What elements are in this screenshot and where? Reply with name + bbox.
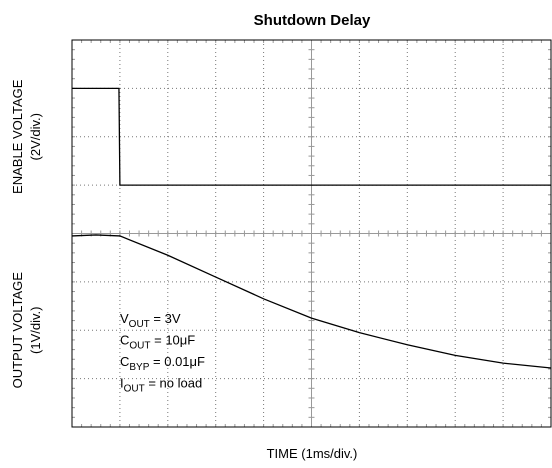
annotation-part: = no load bbox=[145, 376, 202, 391]
y-axis-label: (1V/div.) bbox=[28, 307, 43, 354]
trace bbox=[71, 234, 552, 369]
annotation-part: = 3V bbox=[150, 311, 181, 326]
annotation-part: C bbox=[120, 354, 129, 369]
annotation: CBYP = 0.01μF bbox=[120, 354, 205, 373]
y-axis-label: OUTPUT VOLTAGE bbox=[10, 272, 25, 389]
annotation-part: OUT bbox=[124, 384, 145, 395]
annotation-part: V bbox=[120, 311, 129, 326]
y-axis-label: ENABLE VOLTAGE bbox=[10, 79, 25, 194]
annotation: VOUT = 3V bbox=[120, 311, 181, 330]
annotation: IOUT = no load bbox=[120, 376, 202, 395]
annotation-part: BYP bbox=[129, 362, 149, 373]
x-axis-label: TIME (1ms/div.) bbox=[267, 446, 358, 461]
plot-border bbox=[71, 39, 552, 428]
trace bbox=[72, 87, 551, 186]
annotation-part: OUT bbox=[129, 341, 150, 352]
annotation-part: C bbox=[120, 333, 129, 348]
annotation: COUT = 10μF bbox=[120, 333, 195, 352]
chart-title: Shutdown Delay bbox=[254, 12, 371, 29]
annotation-part: = 0.01μF bbox=[149, 354, 205, 369]
annotation-part: OUT bbox=[129, 319, 150, 330]
annotation-part: I bbox=[120, 376, 124, 391]
annotation-part: = 10μF bbox=[151, 333, 196, 348]
y-axis-label: (2V/div.) bbox=[28, 113, 43, 160]
